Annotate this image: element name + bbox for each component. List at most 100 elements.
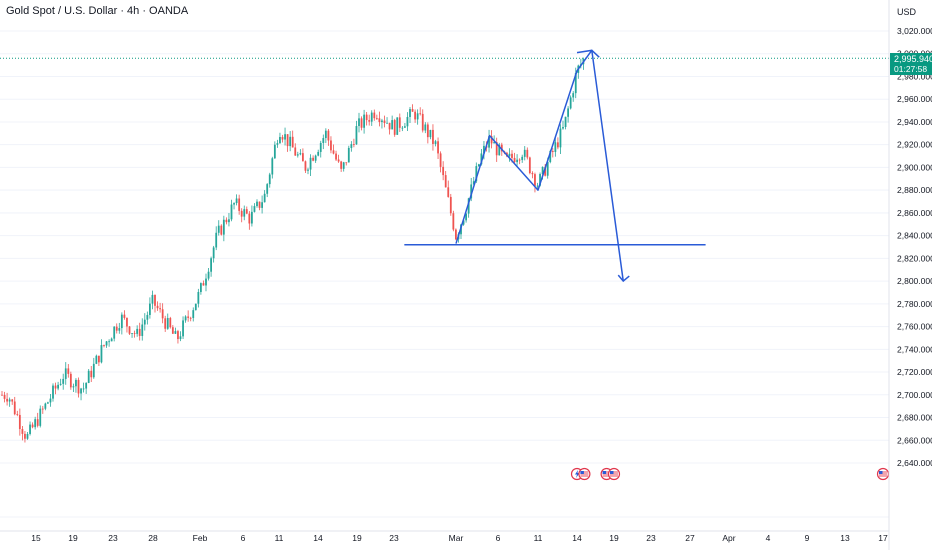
candle-body[interactable] bbox=[64, 368, 67, 379]
candle-body[interactable] bbox=[406, 116, 409, 127]
candle-body[interactable] bbox=[6, 398, 8, 402]
candle-body[interactable] bbox=[337, 159, 340, 162]
candle-body[interactable] bbox=[462, 220, 465, 225]
candle-body[interactable] bbox=[154, 294, 156, 306]
candle-body[interactable] bbox=[258, 201, 261, 208]
candle-body[interactable] bbox=[327, 130, 330, 141]
candle-body[interactable] bbox=[225, 219, 228, 223]
candle-body[interactable] bbox=[368, 120, 371, 122]
candle-body[interactable] bbox=[291, 136, 294, 148]
candle-body[interactable] bbox=[302, 153, 304, 162]
candle-body[interactable] bbox=[189, 317, 192, 319]
candle-body[interactable] bbox=[569, 97, 572, 109]
candle-body[interactable] bbox=[85, 382, 88, 389]
candle-body[interactable] bbox=[539, 174, 541, 186]
candle-body[interactable] bbox=[256, 201, 258, 207]
candle-body[interactable] bbox=[131, 333, 133, 334]
candle-body[interactable] bbox=[210, 258, 212, 272]
candle-body[interactable] bbox=[18, 414, 21, 430]
candle-body[interactable] bbox=[480, 153, 483, 165]
candle-body[interactable] bbox=[261, 202, 263, 208]
candle-body[interactable] bbox=[324, 130, 327, 139]
top-marker[interactable] bbox=[576, 49, 600, 58]
candle-body[interactable] bbox=[24, 433, 26, 439]
candle-body[interactable] bbox=[212, 247, 215, 259]
candle-body[interactable] bbox=[273, 144, 276, 159]
candle-body[interactable] bbox=[251, 211, 253, 224]
candle-body[interactable] bbox=[69, 373, 72, 388]
candle-body[interactable] bbox=[567, 108, 569, 117]
candle-body[interactable] bbox=[409, 109, 411, 117]
candle-body[interactable] bbox=[49, 398, 52, 403]
candle-body[interactable] bbox=[289, 136, 292, 147]
candle-body[interactable] bbox=[554, 142, 557, 152]
candle-body[interactable] bbox=[455, 229, 457, 240]
candle-body[interactable] bbox=[47, 402, 49, 404]
candle-body[interactable] bbox=[286, 134, 289, 147]
drawing-layer[interactable] bbox=[404, 49, 706, 283]
candle-body[interactable] bbox=[21, 429, 24, 434]
candle-body[interactable] bbox=[511, 153, 513, 158]
candle-body[interactable] bbox=[419, 113, 422, 115]
candle-body[interactable] bbox=[90, 370, 93, 378]
candle-body[interactable] bbox=[31, 424, 34, 428]
candle-body[interactable] bbox=[159, 308, 161, 310]
candle-body[interactable] bbox=[194, 303, 197, 311]
candle-body[interactable] bbox=[332, 150, 335, 154]
candle-body[interactable] bbox=[523, 149, 526, 157]
candle-body[interactable] bbox=[67, 368, 70, 374]
candle-body[interactable] bbox=[8, 399, 11, 402]
candle-body[interactable] bbox=[200, 283, 202, 292]
candle-body[interactable] bbox=[82, 388, 85, 390]
candle-body[interactable] bbox=[128, 326, 131, 334]
candle-body[interactable] bbox=[98, 355, 100, 363]
candle-body[interactable] bbox=[335, 153, 337, 160]
candle-body[interactable] bbox=[358, 118, 360, 127]
candle-body[interactable] bbox=[151, 294, 154, 304]
candle-body[interactable] bbox=[416, 113, 419, 120]
candle-body[interactable] bbox=[414, 111, 416, 120]
candle-body[interactable] bbox=[34, 419, 37, 428]
candle-body[interactable] bbox=[39, 408, 42, 426]
candle-body[interactable] bbox=[13, 401, 16, 415]
candle-body[interactable] bbox=[516, 159, 518, 163]
candle-body[interactable] bbox=[177, 331, 179, 340]
candle-body[interactable] bbox=[110, 338, 113, 342]
candle-body[interactable] bbox=[386, 122, 388, 124]
candle-body[interactable] bbox=[429, 129, 432, 138]
candle-body[interactable] bbox=[95, 355, 98, 364]
candle-body[interactable] bbox=[149, 303, 151, 315]
candle-body[interactable] bbox=[75, 379, 77, 387]
candle-body[interactable] bbox=[179, 336, 182, 340]
candle-body[interactable] bbox=[562, 127, 564, 129]
candle-body[interactable] bbox=[432, 129, 434, 144]
candle-body[interactable] bbox=[222, 219, 225, 235]
candle-body[interactable] bbox=[345, 162, 348, 164]
candle-body[interactable] bbox=[470, 184, 473, 199]
candle-body[interactable] bbox=[230, 204, 233, 220]
candle-body[interactable] bbox=[572, 93, 575, 98]
candle-body[interactable] bbox=[521, 156, 524, 160]
candle-body[interactable] bbox=[245, 209, 248, 214]
candle-body[interactable] bbox=[536, 185, 539, 187]
candle-body[interactable] bbox=[11, 399, 14, 402]
candle-body[interactable] bbox=[174, 331, 177, 334]
candle-body[interactable] bbox=[253, 206, 256, 212]
candle-body[interactable] bbox=[365, 114, 368, 121]
candle-body[interactable] bbox=[100, 345, 103, 363]
candle-body[interactable] bbox=[182, 320, 184, 337]
candle-body[interactable] bbox=[373, 112, 376, 119]
candle-body[interactable] bbox=[421, 113, 424, 131]
candle-body[interactable] bbox=[526, 149, 529, 158]
candle-body[interactable] bbox=[215, 232, 218, 248]
candle-body[interactable] bbox=[378, 118, 381, 123]
candle-body[interactable] bbox=[442, 166, 445, 176]
candle-body[interactable] bbox=[472, 181, 475, 185]
candle-body[interactable] bbox=[330, 140, 332, 151]
candle-body[interactable] bbox=[52, 385, 54, 399]
candle-body[interactable] bbox=[322, 138, 325, 143]
candle-body[interactable] bbox=[401, 127, 404, 129]
candle-body[interactable] bbox=[207, 271, 210, 279]
candle-body[interactable] bbox=[396, 117, 399, 135]
